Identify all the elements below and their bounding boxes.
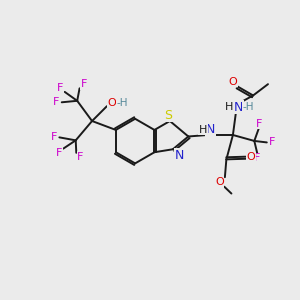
Text: F: F xyxy=(57,83,64,93)
Text: -H: -H xyxy=(116,98,128,108)
Text: F: F xyxy=(80,79,87,89)
Text: O: O xyxy=(215,177,224,187)
Text: N: N xyxy=(234,101,244,114)
Text: F: F xyxy=(56,148,62,158)
Text: F: F xyxy=(256,119,262,129)
Text: F: F xyxy=(254,153,260,163)
Text: N: N xyxy=(175,149,184,162)
Text: -H: -H xyxy=(243,102,254,112)
Text: H: H xyxy=(225,102,233,112)
Text: O: O xyxy=(247,152,255,162)
Text: H: H xyxy=(199,124,207,135)
Text: F: F xyxy=(269,137,275,147)
Text: F: F xyxy=(77,152,84,162)
Text: O: O xyxy=(107,98,116,108)
Text: S: S xyxy=(164,109,172,122)
Text: N: N xyxy=(206,123,215,136)
Text: F: F xyxy=(51,132,57,142)
Text: O: O xyxy=(229,77,237,87)
Text: F: F xyxy=(53,97,60,107)
